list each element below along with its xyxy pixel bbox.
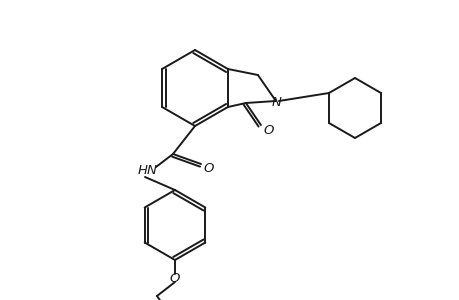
Text: O: O — [169, 272, 180, 286]
Text: HN: HN — [138, 164, 157, 176]
Text: O: O — [263, 124, 274, 136]
Text: O: O — [203, 161, 214, 175]
Text: N: N — [271, 95, 281, 109]
